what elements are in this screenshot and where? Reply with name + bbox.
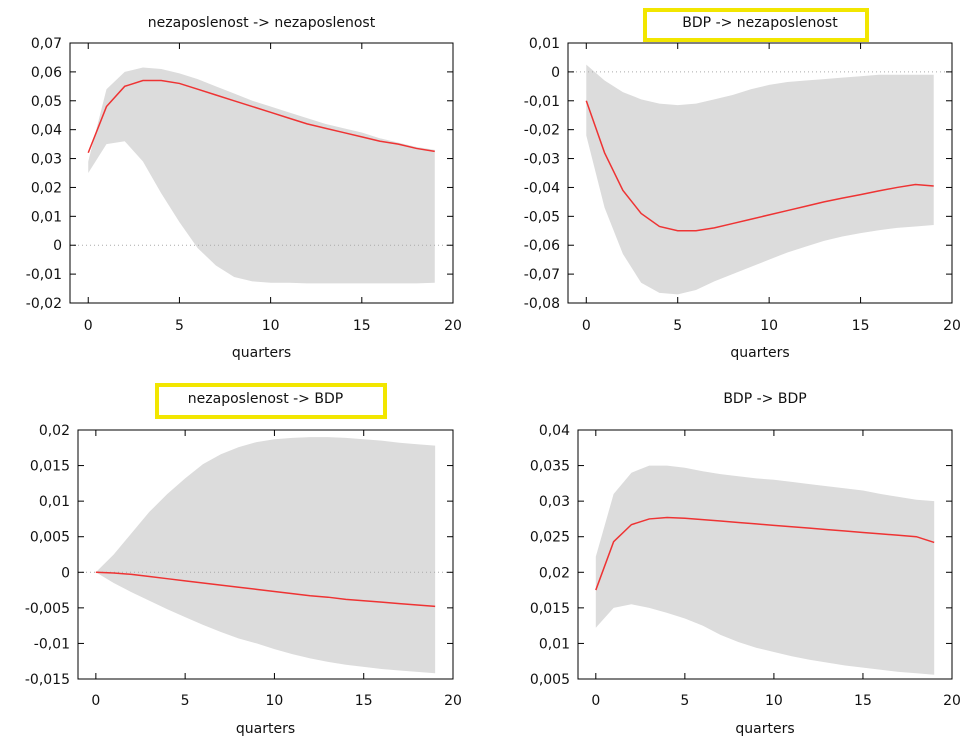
x-tick-label: 15 <box>353 318 371 334</box>
x-tick-label: 0 <box>582 318 591 334</box>
y-tick-label: 0,01 <box>529 36 560 52</box>
y-tick-label: 0,04 <box>539 423 570 439</box>
confidence-band <box>95 437 436 674</box>
y-tick-label: 0,005 <box>30 530 70 546</box>
y-tick-label: 0,04 <box>31 123 62 139</box>
y-tick-label: -0,02 <box>26 296 62 312</box>
y-tick-label: 0 <box>551 65 560 81</box>
plot-frame <box>577 429 953 680</box>
chart-panel-3: nezaposlenost -> BDP -0,015 -0,01 -0,005 0 0,… <box>25 383 462 736</box>
x-tick-label: 20 <box>943 693 961 709</box>
x-tick-label: 10 <box>262 318 280 334</box>
response-line <box>95 571 436 608</box>
title-highlight-box <box>643 8 869 42</box>
y-tick-label: 0,015 <box>30 459 70 475</box>
x-tick-label: 10 <box>765 693 783 709</box>
confidence-band <box>88 67 435 284</box>
y-tick-label: 0,01 <box>539 636 570 652</box>
x-tick-label: 5 <box>673 318 682 334</box>
x-axis-label: quarters <box>735 721 794 736</box>
x-tick-label: 15 <box>854 693 872 709</box>
y-tick-label: -0,08 <box>524 296 560 312</box>
x-tick-label: 15 <box>852 318 870 334</box>
confidence-band <box>586 64 934 295</box>
x-tick-label: 10 <box>266 693 284 709</box>
confidence-band <box>595 465 935 675</box>
chart-panel-4: BDP -> BDP 0,005 0,01 0,015 0,02 0,025 0,03 0,0… <box>530 391 961 736</box>
x-tick-label: 0 <box>91 693 100 709</box>
y-tick-label: -0,015 <box>25 672 70 688</box>
chart-title: nezaposlenost -> BDP <box>188 391 343 407</box>
y-tick-label: 0,03 <box>31 152 62 168</box>
y-tick-label: -0,005 <box>25 601 70 617</box>
y-tick-label: 0,01 <box>31 209 62 225</box>
y-tick-label: 0,02 <box>31 180 62 196</box>
title-highlight-box <box>155 383 387 419</box>
y-tick-label: 0,035 <box>530 459 570 475</box>
y-tick-label: -0,04 <box>524 180 560 196</box>
y-tick-label: -0,01 <box>26 267 62 283</box>
y-tick-label: -0,02 <box>524 123 560 139</box>
x-tick-label: 15 <box>355 693 373 709</box>
y-tick-label: -0,05 <box>524 209 560 225</box>
response-line <box>585 100 934 232</box>
x-axis-label: quarters <box>232 345 291 361</box>
y-tick-label: 0,06 <box>31 65 62 81</box>
y-tick-label: 0,005 <box>530 672 570 688</box>
y-tick-label: 0 <box>53 238 62 254</box>
x-tick-label: 5 <box>181 693 190 709</box>
x-tick-label: 0 <box>591 693 600 709</box>
y-tick-label: -0,01 <box>34 636 70 652</box>
y-tick-label: 0,01 <box>39 494 70 510</box>
response-line <box>595 516 935 591</box>
response-line <box>87 79 435 154</box>
y-tick-label: -0,07 <box>524 267 560 283</box>
chart-title: BDP -> nezaposlenost <box>682 15 838 31</box>
plot-frame <box>69 42 454 304</box>
x-axis-label: quarters <box>236 721 295 736</box>
x-tick-label: 20 <box>444 318 462 334</box>
y-tick-label: -0,06 <box>524 238 560 254</box>
chart-title: nezaposlenost -> nezaposlenost <box>148 15 376 31</box>
x-tick-label: 5 <box>680 693 689 709</box>
y-tick-label: 0,02 <box>539 565 570 581</box>
x-tick-label: 10 <box>760 318 778 334</box>
chart-title: BDP -> BDP <box>723 391 806 407</box>
plot-frame <box>567 42 953 304</box>
x-axis-label: quarters <box>730 345 789 361</box>
plot-frame <box>77 429 454 680</box>
x-tick-label: 20 <box>444 693 462 709</box>
y-tick-label: -0,03 <box>524 152 560 168</box>
y-tick-label: 0,025 <box>530 530 570 546</box>
chart-panel-2: BDP -> nezaposlenost -0,08 -0,07 -0,06 -0,05… <box>524 8 961 361</box>
y-tick-label: -0,01 <box>524 94 560 110</box>
x-tick-label: 20 <box>943 318 961 334</box>
y-tick-label: 0,05 <box>31 94 62 110</box>
x-tick-label: 0 <box>84 318 93 334</box>
y-tick-label: 0,015 <box>530 601 570 617</box>
y-tick-label: 0,02 <box>39 423 70 439</box>
x-tick-label: 5 <box>175 318 184 334</box>
y-tick-label: 0 <box>61 565 70 581</box>
y-tick-label: 0,03 <box>539 494 570 510</box>
chart-panel-1: nezaposlenost -> nezaposlenost -0,02 -0,01… <box>26 15 462 361</box>
y-tick-label: 0,07 <box>31 36 62 52</box>
